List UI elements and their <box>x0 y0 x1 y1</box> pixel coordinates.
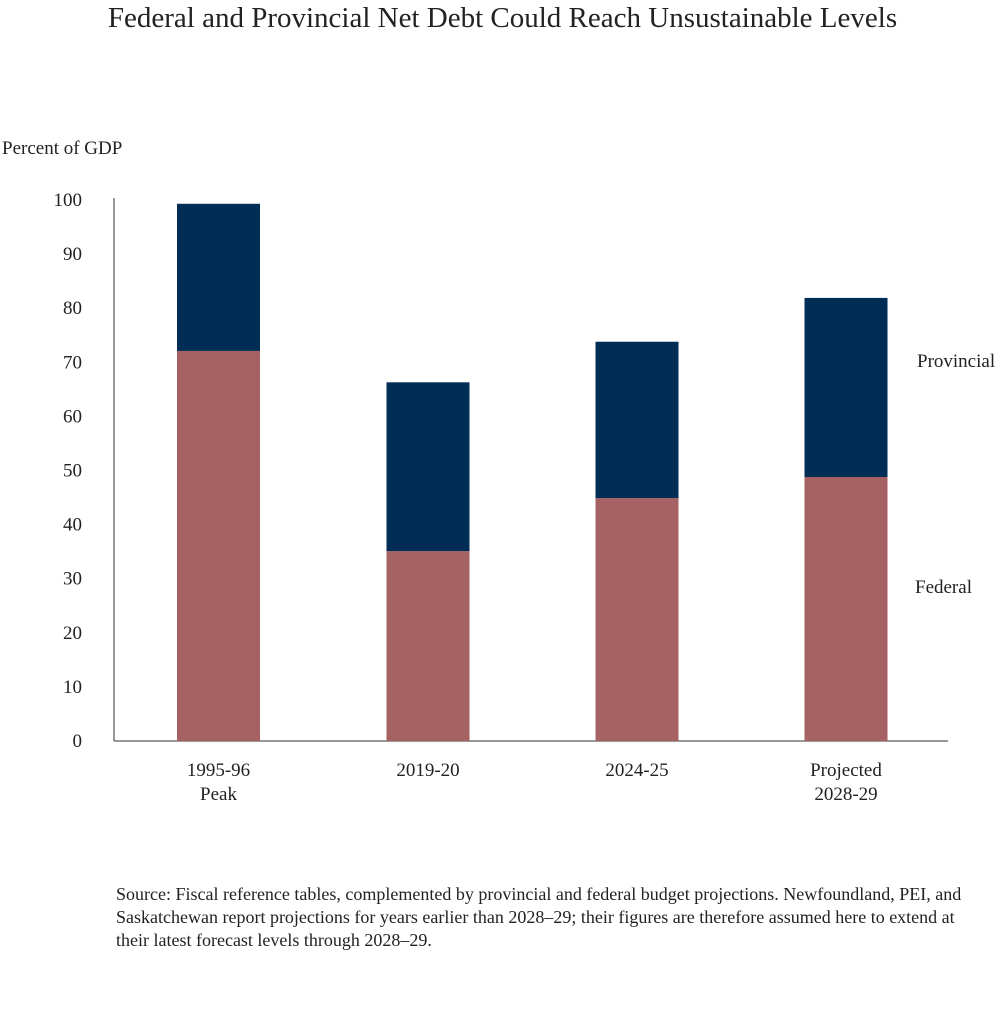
x-tick-label: Peak <box>200 784 237 805</box>
bar-federal <box>595 498 679 741</box>
bar-provincial <box>804 297 888 477</box>
series-label-federal: Federal <box>915 577 972 598</box>
y-tick-label: 10 <box>63 677 82 698</box>
x-tick-label: 1995-96 <box>187 760 250 781</box>
bar-federal <box>386 551 470 741</box>
y-axis-label: Percent of GDP <box>2 138 123 159</box>
series-label-provincial: Provincial <box>917 351 995 372</box>
bar-provincial <box>177 203 260 351</box>
y-tick-label: 90 <box>63 244 82 265</box>
y-tick-label: 50 <box>63 461 82 482</box>
y-tick-label: 0 <box>73 731 83 752</box>
y-tick-label: 60 <box>63 406 82 427</box>
y-tick-label: 20 <box>63 623 82 644</box>
bar-federal <box>177 350 260 741</box>
x-tick-label: 2019-20 <box>396 760 459 781</box>
y-tick-label: 80 <box>63 298 82 319</box>
y-tick-label: 100 <box>54 190 83 211</box>
bar-provincial <box>595 341 679 499</box>
y-tick-label: 40 <box>63 515 82 536</box>
bar-federal <box>804 476 888 741</box>
x-tick-label: Projected <box>810 760 882 781</box>
source-note: Source: Fiscal reference tables, complem… <box>116 884 962 950</box>
y-tick-label: 70 <box>63 352 82 373</box>
chart-title: Federal and Provincial Net Debt Could Re… <box>107 2 898 34</box>
bar-provincial <box>386 382 470 552</box>
x-tick-label: 2028-29 <box>814 784 877 805</box>
x-tick-label: 2024-25 <box>605 760 668 781</box>
y-tick-label: 30 <box>63 569 82 590</box>
